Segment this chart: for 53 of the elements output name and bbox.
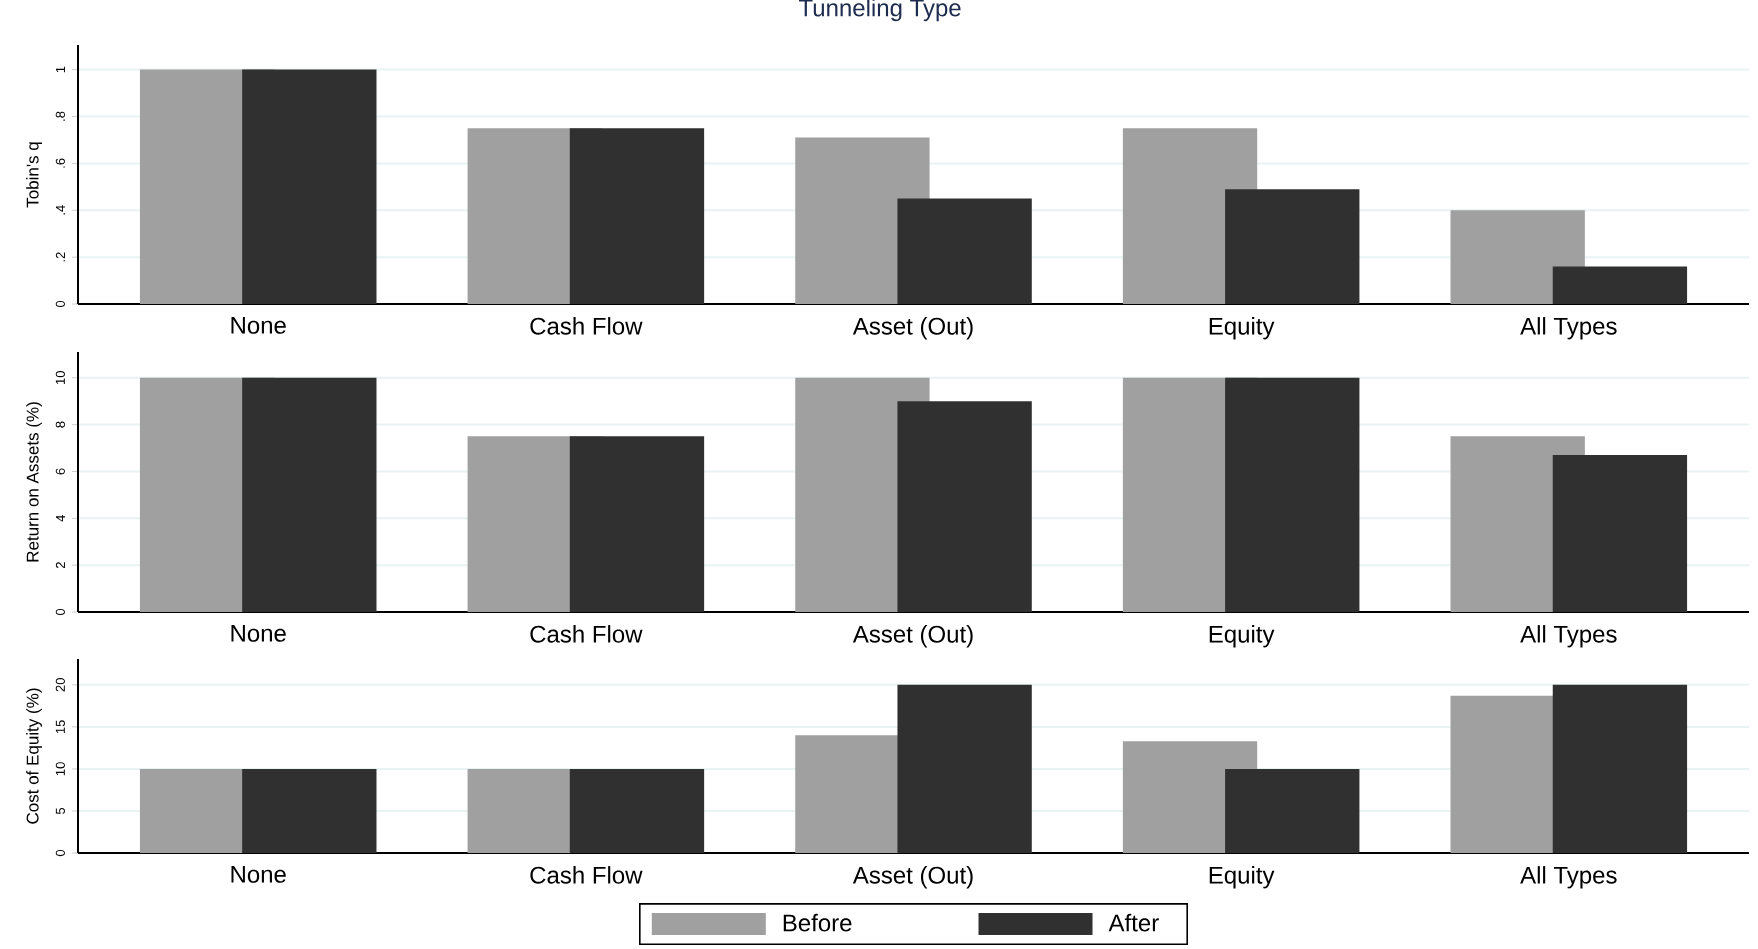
bar [1225,377,1360,613]
y-tick-label: .2 [55,252,65,262]
x-tick-label: Cash Flow [530,317,643,335]
bar [1450,210,1585,305]
x-tick-label: None [231,866,286,883]
bar [897,684,1032,854]
x-tick-label: Asset (Out) [852,866,973,889]
bar [569,768,705,854]
x-tick-label: None [231,625,286,642]
y-axis-title: Return on Assets (%) [26,402,42,562]
y-tick-label: 6 [55,468,65,475]
bar [1225,189,1360,305]
y-tick-label: .4 [56,205,65,215]
x-tick-label: Cash Flow [530,625,643,643]
bar [1552,266,1688,305]
y-tick-label: 10 [55,371,65,384]
legend-label: Before [783,913,852,932]
y-axis-title: Cost of Equity (%) [26,688,42,824]
x-tick-label: Asset (Out) [852,317,973,340]
x-tick-label: Equity [1209,625,1275,648]
y-tick-label: 1 [56,66,65,73]
bar [897,198,1032,305]
bar [1552,455,1688,613]
bar [242,69,377,305]
x-tick-label: Asset (Out) [852,625,973,648]
y-axis-title: Tobin's q [26,142,42,208]
x-tick-label: Equity [1209,317,1275,340]
y-tick-label: 10 [55,762,65,776]
bar [897,401,1032,613]
bar [242,377,377,613]
y-tick-label: 4 [56,515,65,522]
legend-label: After [1108,913,1159,932]
x-tick-label: Equity [1209,866,1275,889]
x-tick-label: Cash Flow [530,866,643,884]
y-tick-label: .6 [55,158,65,168]
y-tick-label: 15 [55,720,65,734]
y-tick-label: 0 [55,300,65,308]
x-tick-label: All Types [1520,625,1617,648]
bar [569,436,705,613]
x-tick-label: None [231,317,286,334]
bar [1225,768,1360,854]
bar [1552,684,1688,854]
y-tick-label: .8 [55,111,65,121]
y-tick-label: 20 [55,678,65,692]
x-tick-label: All Types [1520,866,1617,889]
y-tick-label: 2 [55,562,65,569]
y-tick-label: 0 [55,608,65,616]
x-tick-label: All Types [1520,317,1617,340]
bar [569,128,705,305]
bar [242,768,377,854]
y-tick-label: 0 [55,849,65,857]
y-tick-label: 5 [55,807,65,815]
y-tick-label: 8 [55,421,65,428]
